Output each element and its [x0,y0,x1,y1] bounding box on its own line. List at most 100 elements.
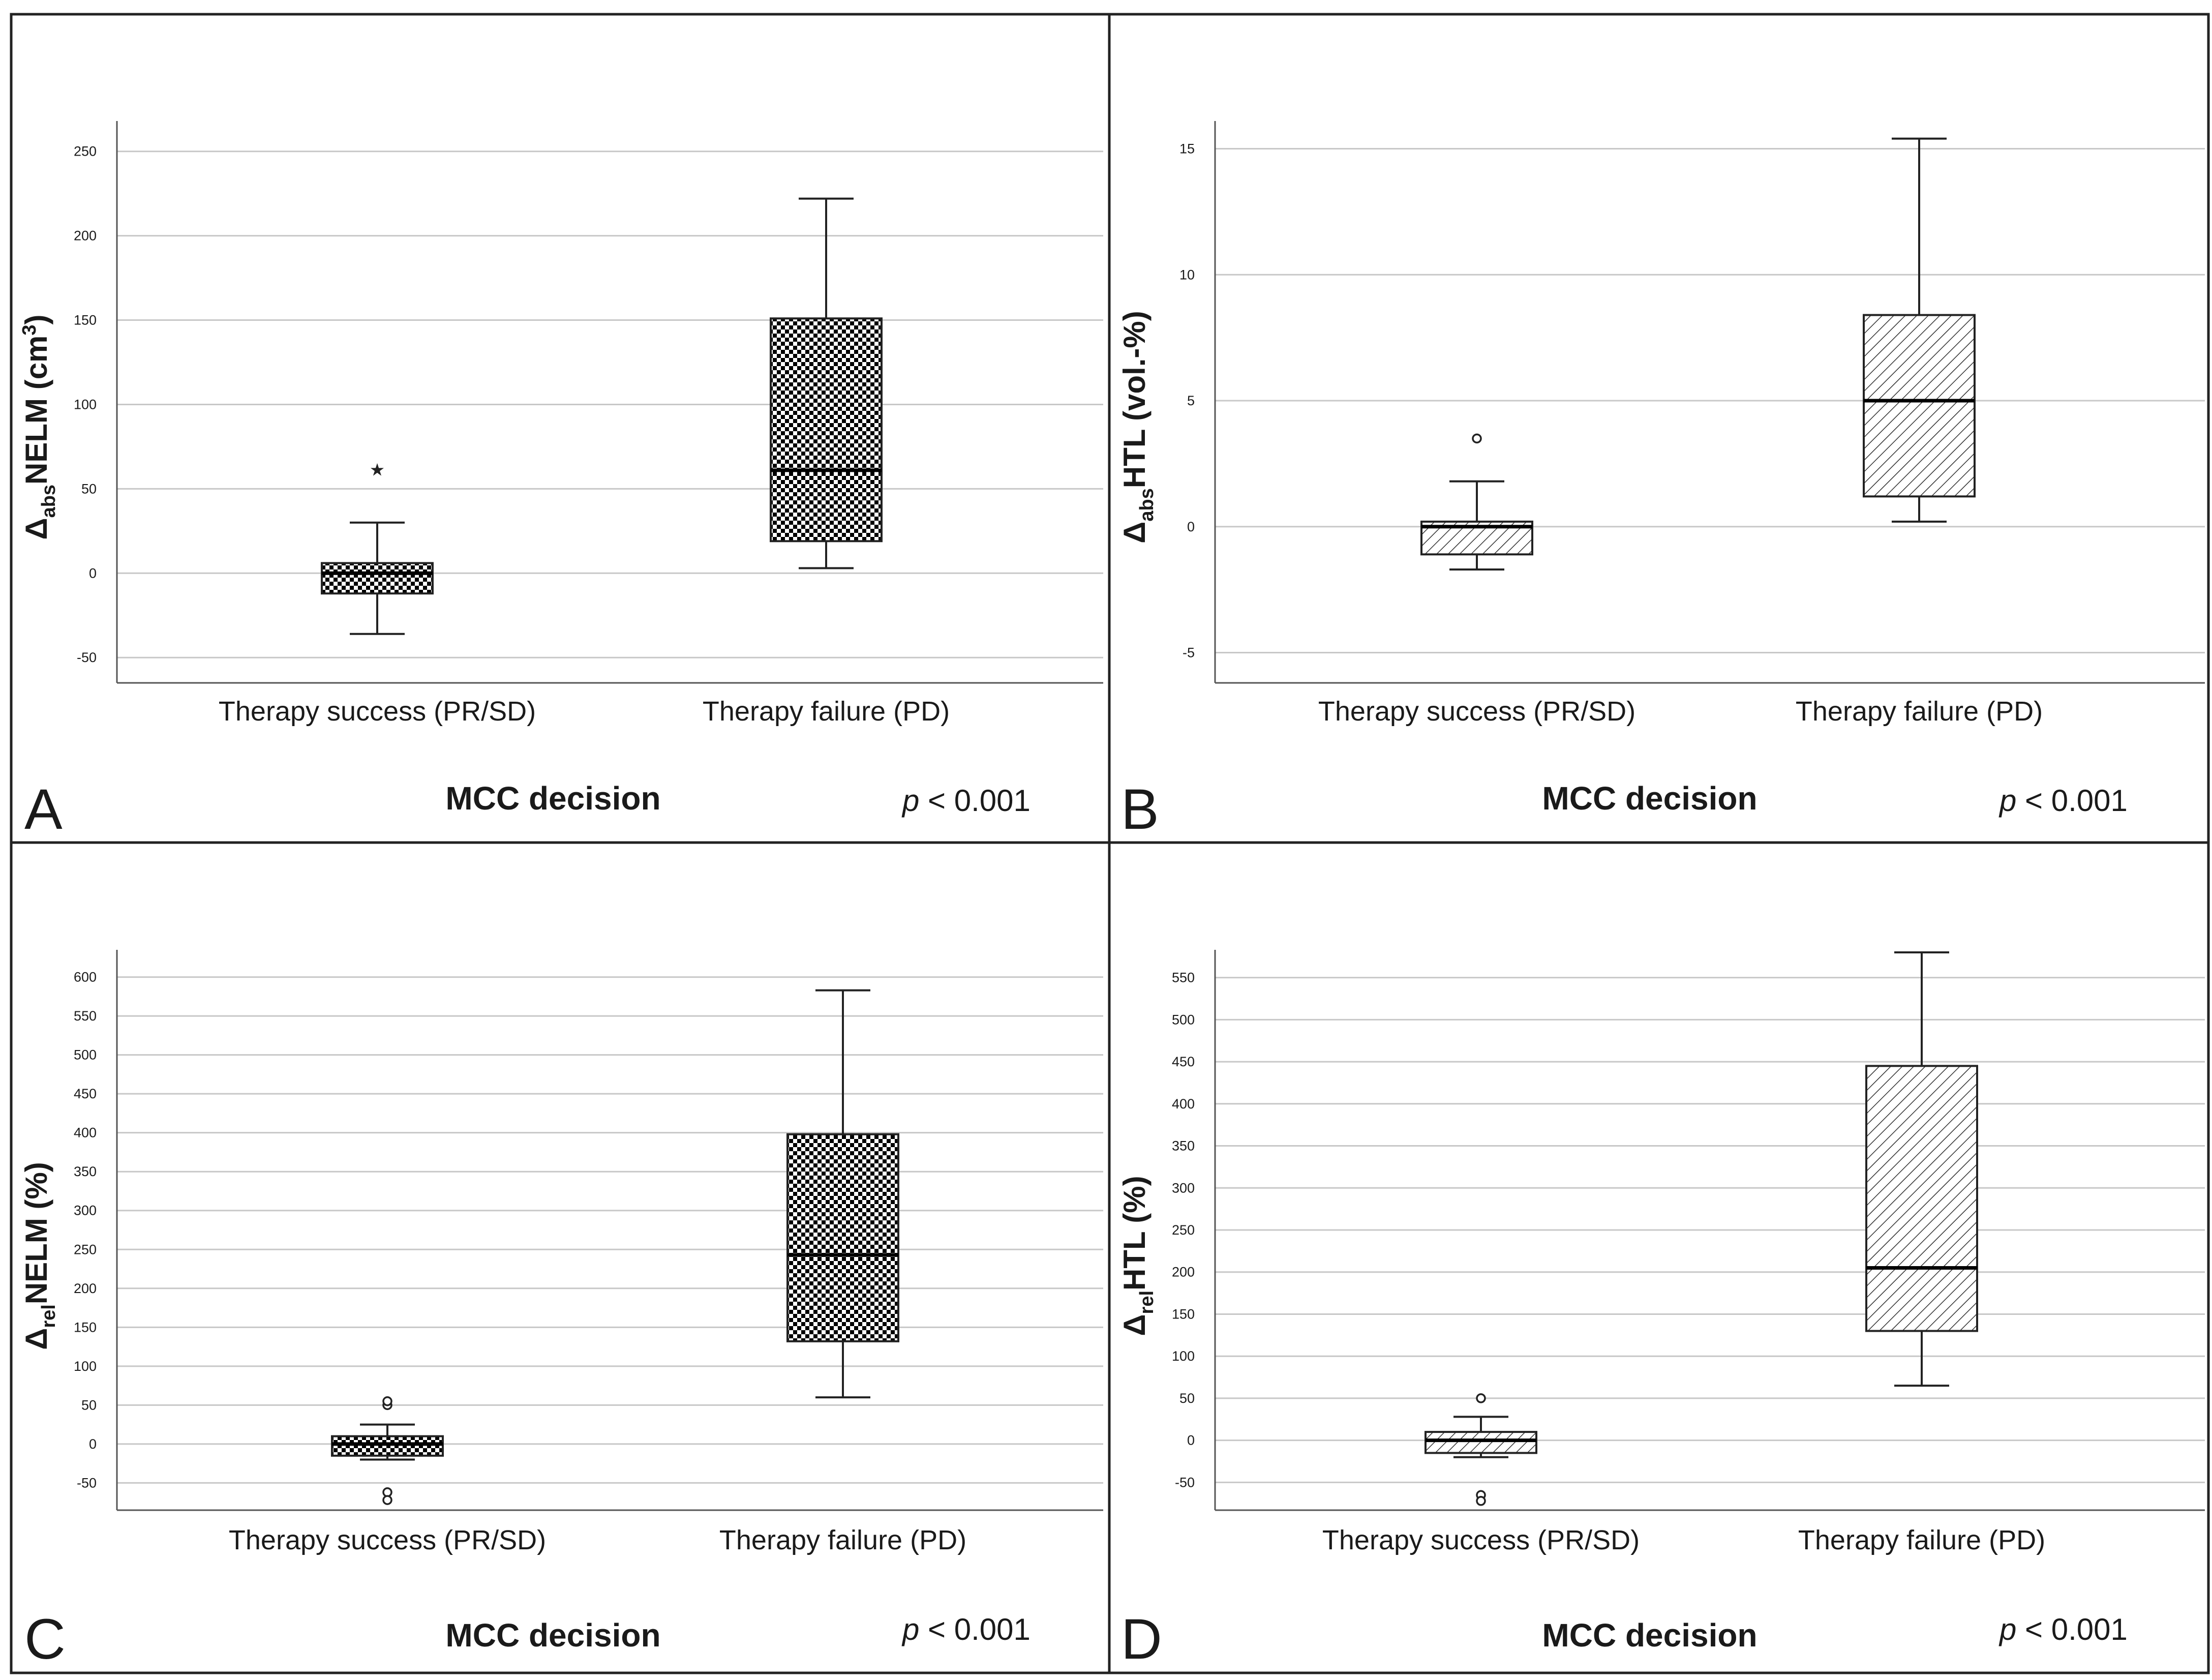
y-tick-label: 250 [1172,1222,1195,1238]
iqr-box [1425,1431,1537,1454]
y-tick-label: 50 [1179,1391,1195,1406]
box-therapy-success [331,1396,444,1505]
y-tick-labels: -50 0 50 100 150 200 250 300 350 400 450 500 550 600 [74,970,97,1491]
y-tick-label: 400 [74,1125,97,1141]
panel-letter: B [1121,777,1159,841]
y-label-delta: Δ [19,518,53,539]
panel-c: -50 0 50 100 150 200 250 300 350 400 450 500 550 600 T… [19,950,1103,1671]
y-tick-label: 150 [74,313,97,328]
y-tick-label: 550 [1172,970,1195,985]
outlier-point [1476,1496,1486,1506]
panel-b: -5 0 5 10 15 Therapy success (PR/SD) Therapy f… [1117,121,2205,841]
x-category-label: Therapy failure (PD) [1798,1525,2045,1555]
y-axis-label: ΔrelHTL (%) [1117,1176,1158,1336]
y-tick-label: 250 [74,144,97,159]
extreme-point: ★ [370,461,385,480]
panel-d: -50 0 50 100 150 200 250 300 350 400 450 500 550 Ther… [1117,950,2205,1671]
y-label-subscript: rel [1136,1291,1158,1314]
x-axis-title: MCC decision [445,1617,660,1654]
panel-a: -50 0 50 100 150 200 250 ★ Therapy success (PR/S… [19,121,1103,841]
p-value-annotation: p < 0.001 [901,1612,1031,1646]
box-therapy-failure [1863,137,1976,523]
y-tick-labels: -5 0 5 10 15 [1179,141,1195,661]
box-therapy-success [1420,433,1533,571]
p-symbol: p [1998,1612,2016,1646]
y-label-main: NELM (%) [19,1162,53,1304]
y-tick-label: 200 [74,228,97,244]
box-therapy-failure [786,989,899,1399]
y-tick-label: 15 [1179,141,1195,157]
p-value-annotation: p < 0.001 [1998,784,2128,818]
box-therapy-failure [770,197,883,569]
y-tick-label: 5 [1187,393,1195,408]
y-tick-label: 100 [74,397,97,412]
iqr-box [1863,314,1976,498]
x-category-label: Therapy success (PR/SD) [219,696,536,727]
y-tick-labels: -50 0 50 100 150 200 250 300 350 400 450 500 550 [1172,970,1195,1490]
p-value-annotation: p < 0.001 [1998,1612,2128,1646]
y-tick-label: 150 [74,1319,97,1335]
y-tick-label: 10 [1179,267,1195,282]
y-axis-label: ΔabsHTL (vol.-%) [1117,311,1158,543]
x-axis-title: MCC decision [1542,780,1757,817]
p-value-text: < 0.001 [919,1612,1031,1646]
box-therapy-success [1425,1393,1537,1506]
outlier-point [1476,1393,1486,1403]
y-tick-label: 400 [1172,1096,1195,1112]
x-category-label: Therapy success (PR/SD) [1322,1525,1640,1555]
gridlines [1215,148,2205,654]
x-category-label: Therapy failure (PD) [703,696,950,727]
y-tick-label: 0 [89,1436,97,1452]
y-label-delta: Δ [1117,1314,1152,1336]
y-tick-label: 200 [74,1281,97,1296]
iqr-box [331,1435,444,1457]
x-category-label: Therapy success (PR/SD) [1318,696,1635,727]
panel-frames [10,13,2210,1674]
y-tick-label: 600 [74,970,97,985]
panel-letter: C [24,1607,66,1671]
y-tick-label: 450 [74,1086,97,1101]
gridlines [117,151,1103,658]
iqr-box [1865,1065,1978,1332]
p-value-text: < 0.001 [2016,784,2128,818]
y-tick-label: 550 [74,1008,97,1024]
y-tick-label: 300 [1172,1180,1195,1195]
box-therapy-failure [1865,951,1978,1387]
y-tick-label: 250 [74,1242,97,1257]
panel-letter: D [1121,1607,1162,1671]
y-label-delta: Δ [1117,522,1152,544]
p-value-text: < 0.001 [919,784,1031,818]
y-tick-label: 500 [74,1047,97,1063]
p-value-text: < 0.001 [2016,1612,2128,1646]
y-tick-label: 0 [1187,1433,1195,1448]
y-axis-label: ΔabsNELM (cm3) [19,314,59,539]
x-category-label: Therapy failure (PD) [1796,696,2043,727]
outlier-point [382,1396,392,1406]
y-tick-label: 50 [81,481,97,496]
gridlines [117,976,1103,1484]
p-symbol: p [1998,784,2016,818]
y-tick-label: 200 [1172,1265,1195,1280]
y-tick-label: 100 [74,1359,97,1374]
y-tick-label: 300 [74,1203,97,1218]
y-label-tail: ) [19,314,53,324]
y-label-main: HTL (vol.-%) [1117,311,1152,488]
y-tick-label: -50 [77,650,97,665]
y-label-main: NELM (cm [19,336,53,485]
y-label-subscript: abs [1136,488,1158,521]
y-label-delta: Δ [19,1328,53,1350]
y-tick-label: 450 [1172,1054,1195,1069]
y-tick-label: -50 [77,1475,97,1490]
x-category-label: Therapy failure (PD) [719,1525,966,1555]
p-symbol: p [901,1612,919,1646]
x-axis-title: MCC decision [1542,1617,1757,1654]
p-symbol: p [901,784,919,818]
iqr-box [786,1133,899,1342]
y-tick-label: 0 [89,565,97,581]
x-axis-title: MCC decision [445,780,660,817]
y-tick-label: 150 [1172,1306,1195,1322]
y-tick-label: 0 [1187,519,1195,534]
